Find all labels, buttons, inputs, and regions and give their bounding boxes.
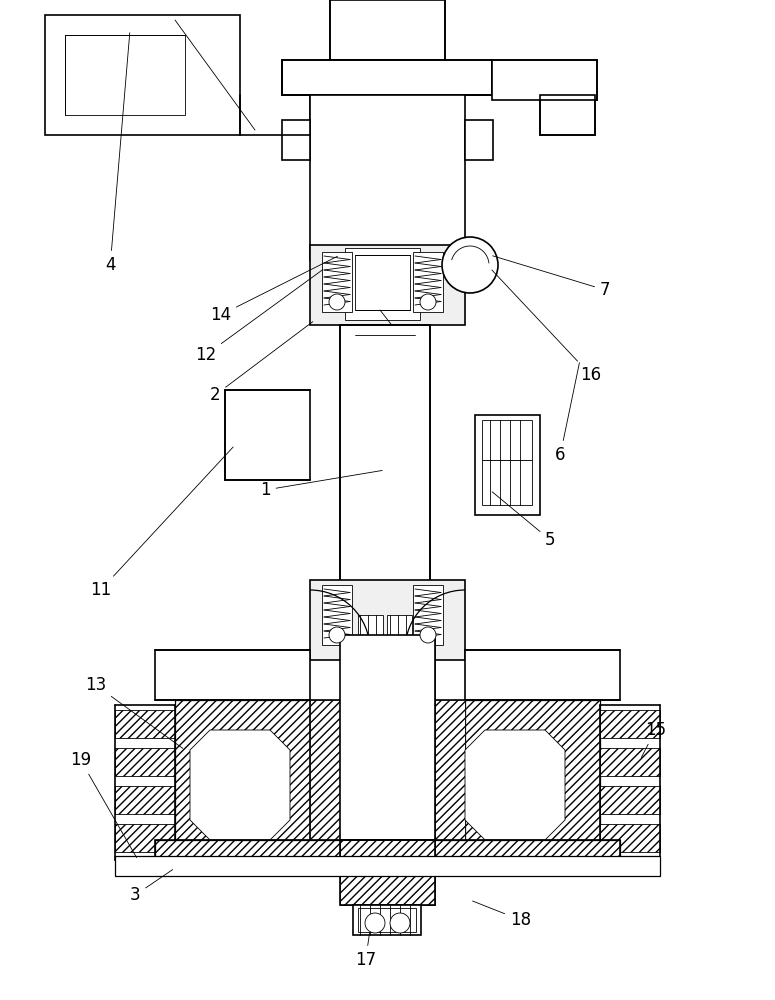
Bar [413, 252, 443, 312]
Bar [600, 824, 660, 852]
Bar [600, 748, 660, 776]
Text: 15: 15 [641, 721, 666, 758]
Bar [340, 840, 435, 905]
Text: 17: 17 [355, 933, 376, 969]
Bar [475, 415, 540, 515]
Text: 14: 14 [210, 256, 338, 324]
Bar [540, 95, 595, 135]
Bar [465, 650, 620, 700]
Bar [115, 748, 175, 776]
Text: 3: 3 [130, 870, 173, 904]
Bar [310, 245, 465, 325]
Bar [45, 15, 240, 135]
Bar [310, 700, 360, 840]
Bar [115, 710, 175, 738]
Bar [115, 786, 175, 814]
Bar [465, 700, 600, 840]
Bar [413, 585, 443, 645]
Bar [355, 255, 410, 310]
Text: 5: 5 [492, 492, 556, 549]
Bar [600, 786, 660, 814]
Circle shape [329, 627, 345, 643]
Bar [310, 700, 465, 840]
Bar [415, 700, 465, 840]
Text: 1: 1 [260, 470, 382, 499]
Bar [492, 60, 597, 100]
Circle shape [329, 294, 345, 310]
Text: 19: 19 [70, 751, 136, 858]
Bar [155, 650, 310, 700]
Bar [358, 908, 416, 932]
Bar [330, 0, 445, 60]
Text: 2: 2 [210, 322, 313, 404]
Bar [353, 905, 421, 935]
Bar [345, 248, 420, 320]
Bar [310, 580, 465, 660]
Polygon shape [465, 730, 565, 840]
Bar [225, 390, 310, 480]
Text: 13: 13 [85, 676, 183, 748]
Bar [322, 585, 352, 645]
Bar [600, 710, 660, 738]
Bar [340, 635, 380, 840]
Circle shape [420, 294, 436, 310]
Text: 18: 18 [473, 901, 531, 929]
Text: 16: 16 [492, 270, 601, 384]
Bar [115, 824, 175, 852]
Bar [282, 120, 310, 160]
Bar [358, 615, 383, 635]
Bar [65, 35, 185, 115]
Bar [465, 120, 493, 160]
Bar [155, 840, 620, 870]
Bar [340, 635, 435, 840]
Bar [395, 635, 435, 840]
Circle shape [420, 627, 436, 643]
Bar [115, 856, 660, 876]
Text: 11: 11 [90, 447, 233, 599]
Bar [482, 460, 532, 505]
Bar [482, 420, 532, 460]
Polygon shape [190, 730, 290, 840]
Bar [387, 615, 412, 635]
Bar [155, 840, 620, 870]
Text: 7: 7 [493, 256, 611, 299]
Circle shape [442, 237, 498, 293]
Circle shape [390, 913, 410, 933]
Bar [175, 700, 310, 840]
Bar [340, 840, 435, 905]
Bar [282, 60, 492, 95]
Bar [340, 325, 430, 615]
Circle shape [365, 913, 385, 933]
Bar [322, 252, 352, 312]
Text: 4: 4 [105, 33, 129, 274]
Text: 12: 12 [195, 270, 322, 364]
Bar [310, 95, 465, 260]
Text: 6: 6 [555, 363, 580, 464]
